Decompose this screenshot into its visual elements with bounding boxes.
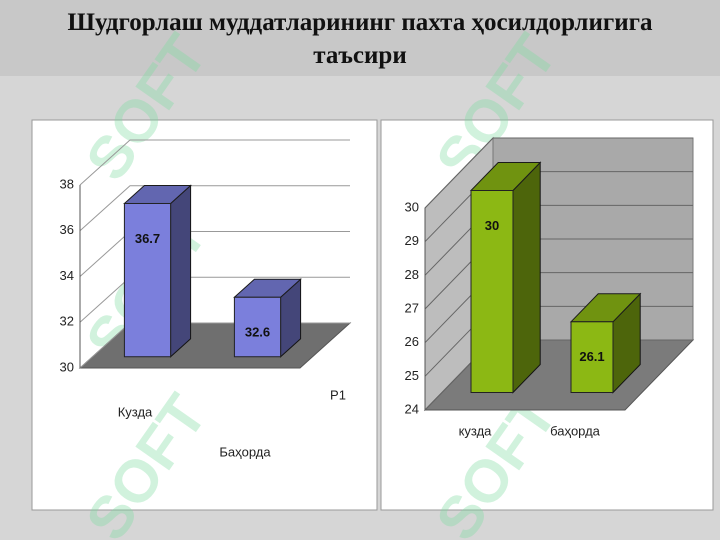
y-tick-label: 36 — [60, 222, 74, 237]
x-tick-label: Баҳорда — [219, 444, 271, 459]
y-tick-label: 32 — [60, 314, 74, 329]
grid-line — [424, 137, 693, 209]
chart-panel — [31, 119, 378, 511]
y-tick-label: 25 — [405, 368, 419, 383]
y-tick-label: 27 — [405, 300, 419, 315]
x-tick-label: кузда — [459, 423, 493, 438]
y-tick-label: 26 — [405, 334, 419, 349]
value-label: 36.7 — [135, 231, 160, 246]
value-label: 32.6 — [245, 325, 270, 340]
bar — [470, 190, 514, 393]
y-tick-label: 24 — [405, 401, 419, 416]
x-tick-label: Кузда — [118, 404, 153, 419]
grid-line — [79, 185, 350, 232]
slide-title: Шудгорлаш муддатларининг пахта ҳосилдорл… — [67, 9, 653, 69]
value-label: 30 — [485, 218, 499, 233]
bar-side — [170, 184, 192, 358]
y-tick-label: 29 — [405, 233, 419, 248]
bar — [123, 202, 172, 358]
y-tick-label: 30 — [60, 359, 74, 374]
series-label: P1 — [330, 387, 346, 402]
y-tick-label: 28 — [405, 267, 419, 282]
bar — [570, 321, 614, 393]
y-tick-label: 38 — [60, 176, 74, 191]
bar — [233, 296, 282, 358]
grid-line — [79, 139, 350, 186]
title-band — [0, 0, 720, 76]
y-tick-label: 30 — [405, 199, 419, 214]
x-tick-label: баҳорда — [550, 423, 601, 438]
bar-side — [512, 161, 541, 394]
y-tick-label: 34 — [60, 268, 74, 283]
value-label: 26.1 — [579, 349, 604, 364]
